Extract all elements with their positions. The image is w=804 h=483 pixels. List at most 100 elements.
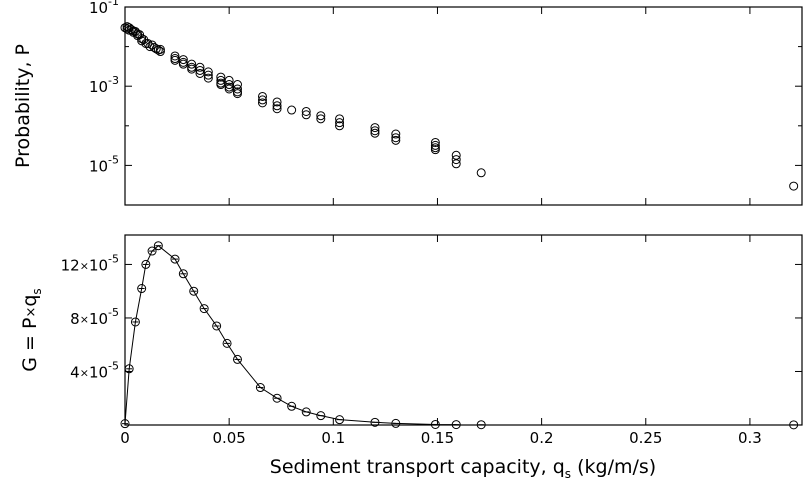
g-point: [178, 269, 188, 279]
probability-y-tick-label: 10-5: [89, 153, 119, 175]
g-point: [255, 383, 265, 393]
x-tick-label: 0.25: [629, 429, 662, 447]
probability-point: [195, 62, 205, 72]
tick-base: 10: [89, 256, 108, 274]
g-point: [199, 304, 209, 314]
probability-point: [370, 123, 380, 133]
probability-point: [195, 65, 205, 75]
probability-y-tick-label: 10-1: [89, 0, 119, 17]
g-y-title-subscript: s: [30, 288, 44, 294]
probability-point: [335, 121, 345, 131]
probability-point: [170, 51, 180, 61]
x-tick-label: 0.3: [738, 429, 762, 447]
tick-base: 10: [89, 310, 108, 328]
g-y-tick-label: 4×10-5: [70, 359, 119, 381]
probability-point: [257, 95, 267, 105]
g-point: [272, 393, 282, 403]
g-point: [120, 419, 130, 429]
probability-y-tick-label: 10-3: [89, 74, 119, 96]
g-point: [301, 407, 311, 417]
probability-y-axis-title: Probability, P: [12, 44, 34, 168]
tick-exponent: -5: [108, 252, 119, 265]
x-title-subscript: s: [565, 467, 571, 481]
g-point: [153, 241, 163, 251]
tick-exponent: -5: [108, 306, 119, 319]
probability-point: [316, 114, 326, 124]
tick-mantissa: 12: [61, 256, 80, 274]
probability-point: [187, 64, 197, 74]
g-y-title-times: ×: [24, 307, 39, 318]
probability-point: [272, 104, 282, 114]
probability-point: [430, 145, 440, 155]
probability-point: [232, 80, 242, 90]
tick-times: ×: [80, 313, 89, 326]
x-tick-label: 0.1: [321, 429, 345, 447]
probability-point: [203, 73, 213, 83]
probability-point: [370, 126, 380, 136]
g-y-tick-label: 12×10-5: [61, 252, 119, 274]
probability-point: [232, 84, 242, 94]
probability-point: [391, 129, 401, 139]
probability-point: [224, 75, 234, 85]
tick-base: 10: [89, 363, 108, 381]
probability-point: [451, 155, 461, 165]
g-y-tick-label: 8×10-5: [70, 306, 119, 328]
g-points: [120, 241, 799, 430]
probability-point: [126, 25, 136, 35]
g-point: [789, 420, 799, 430]
g-tick-labels: 0 0.05 0.1 0.15 0.2 0.25 0.34×10-58×10-512×10-…: [61, 252, 762, 447]
probability-point: [789, 181, 799, 191]
probability-plot-frame: [124, 6, 803, 206]
probability-point: [476, 168, 486, 178]
tick-exponent: -5: [108, 153, 119, 166]
probability-point: [370, 128, 380, 138]
tick-exponent: -5: [108, 359, 119, 372]
x-title-part-1: Sediment transport capacity, q: [270, 456, 565, 478]
g-point: [316, 411, 326, 421]
probability-point: [335, 118, 345, 128]
tick-base: 10: [89, 157, 108, 175]
g-point: [189, 286, 199, 296]
g-point: [141, 259, 151, 269]
tick-times: ×: [80, 259, 89, 272]
probability-point: [187, 59, 197, 69]
g-series-line: [124, 245, 457, 426]
probability-point: [203, 67, 213, 77]
probability-point: [316, 111, 326, 121]
probability-ticks: [124, 6, 802, 206]
g-panel: 0 0.05 0.1 0.15 0.2 0.25 0.34×10-58×10-512×10-…: [19, 234, 803, 481]
x-tick-label: 0.15: [421, 429, 454, 447]
probability-point: [155, 47, 165, 57]
probability-point: [178, 59, 188, 69]
g-point: [287, 401, 297, 411]
g-y-title-q: q: [19, 295, 41, 307]
probability-tick-labels: 10-510-310-1: [89, 0, 119, 175]
probability-points: [120, 22, 799, 191]
tick-base: 10: [89, 78, 108, 96]
probability-point: [272, 97, 282, 107]
probability-point: [430, 137, 440, 147]
probability-point: [272, 101, 282, 111]
probability-point: [145, 42, 155, 52]
tick-mantissa: 4: [70, 363, 80, 381]
g-point: [212, 321, 222, 331]
probability-point: [203, 70, 213, 80]
tick-base: 10: [89, 0, 108, 17]
probability-point: [335, 114, 345, 124]
x-tick-label: 0.05: [212, 429, 245, 447]
tick-exponent: -3: [108, 74, 119, 87]
g-point: [370, 417, 380, 427]
g-point: [476, 420, 486, 430]
probability-point: [391, 135, 401, 145]
probability-point: [301, 106, 311, 116]
g-point: [430, 419, 440, 429]
tick-exponent: -1: [108, 0, 119, 8]
g-point: [335, 415, 345, 425]
g-point: [147, 246, 157, 256]
g-point: [391, 418, 401, 428]
probability-panel: 10-510-310-1 Probability, P: [12, 0, 803, 206]
g-point: [222, 338, 232, 348]
x-axis-title: Sediment transport capacity, qs (kg/m/s): [270, 456, 656, 481]
probability-point: [257, 91, 267, 101]
